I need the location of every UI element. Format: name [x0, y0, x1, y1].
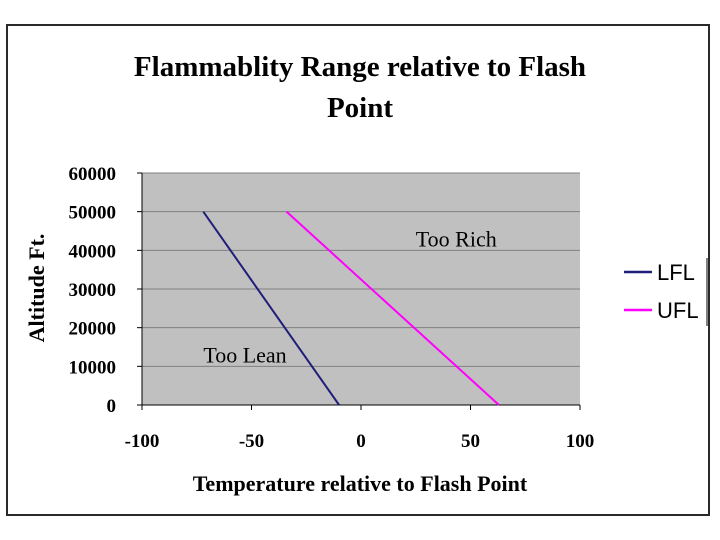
- x-tick-label: -50: [239, 431, 264, 452]
- chart-title-line-1: Flammablity Range relative to Flash: [134, 51, 586, 83]
- y-tick-label: 30000: [69, 280, 117, 301]
- series-line-ufl: [285, 210, 500, 406]
- legend: LFL UFL: [624, 258, 708, 326]
- y-tick-label: 40000: [69, 241, 117, 262]
- legend-label-lfl: LFL: [657, 260, 695, 285]
- legend-label-ufl: UFL: [657, 298, 699, 323]
- y-tick-label: 0: [107, 396, 117, 417]
- x-tick-label: -100: [125, 431, 160, 452]
- series-lines: [202, 210, 500, 406]
- y-tick-label: 10000: [69, 357, 117, 378]
- annotation-label: Too Rich: [416, 226, 497, 251]
- annotations: Too Rich Too Lean: [203, 226, 496, 367]
- y-axis-label: Altitude Ft.: [24, 234, 49, 343]
- chart-title-line-2: Point: [327, 92, 393, 124]
- y-tick-label: 60000: [69, 164, 117, 185]
- y-tick-label: 50000: [69, 203, 117, 224]
- annotation-label: Too Lean: [203, 342, 286, 367]
- y-axis-ticks: 0 10000 20000 30000 40000 50000 60000: [69, 164, 142, 417]
- x-tick-label: 100: [566, 431, 595, 452]
- x-tick-label: 0: [356, 431, 366, 452]
- series-line-lfl: [202, 211, 340, 406]
- x-axis-label: Temperature relative to Flash Point: [193, 471, 528, 496]
- gridlines: [142, 172, 580, 367]
- y-tick-label: 20000: [69, 319, 117, 340]
- x-axis-ticks: -100 -50 0 50 100: [125, 405, 595, 452]
- x-tick-label: 50: [461, 431, 480, 452]
